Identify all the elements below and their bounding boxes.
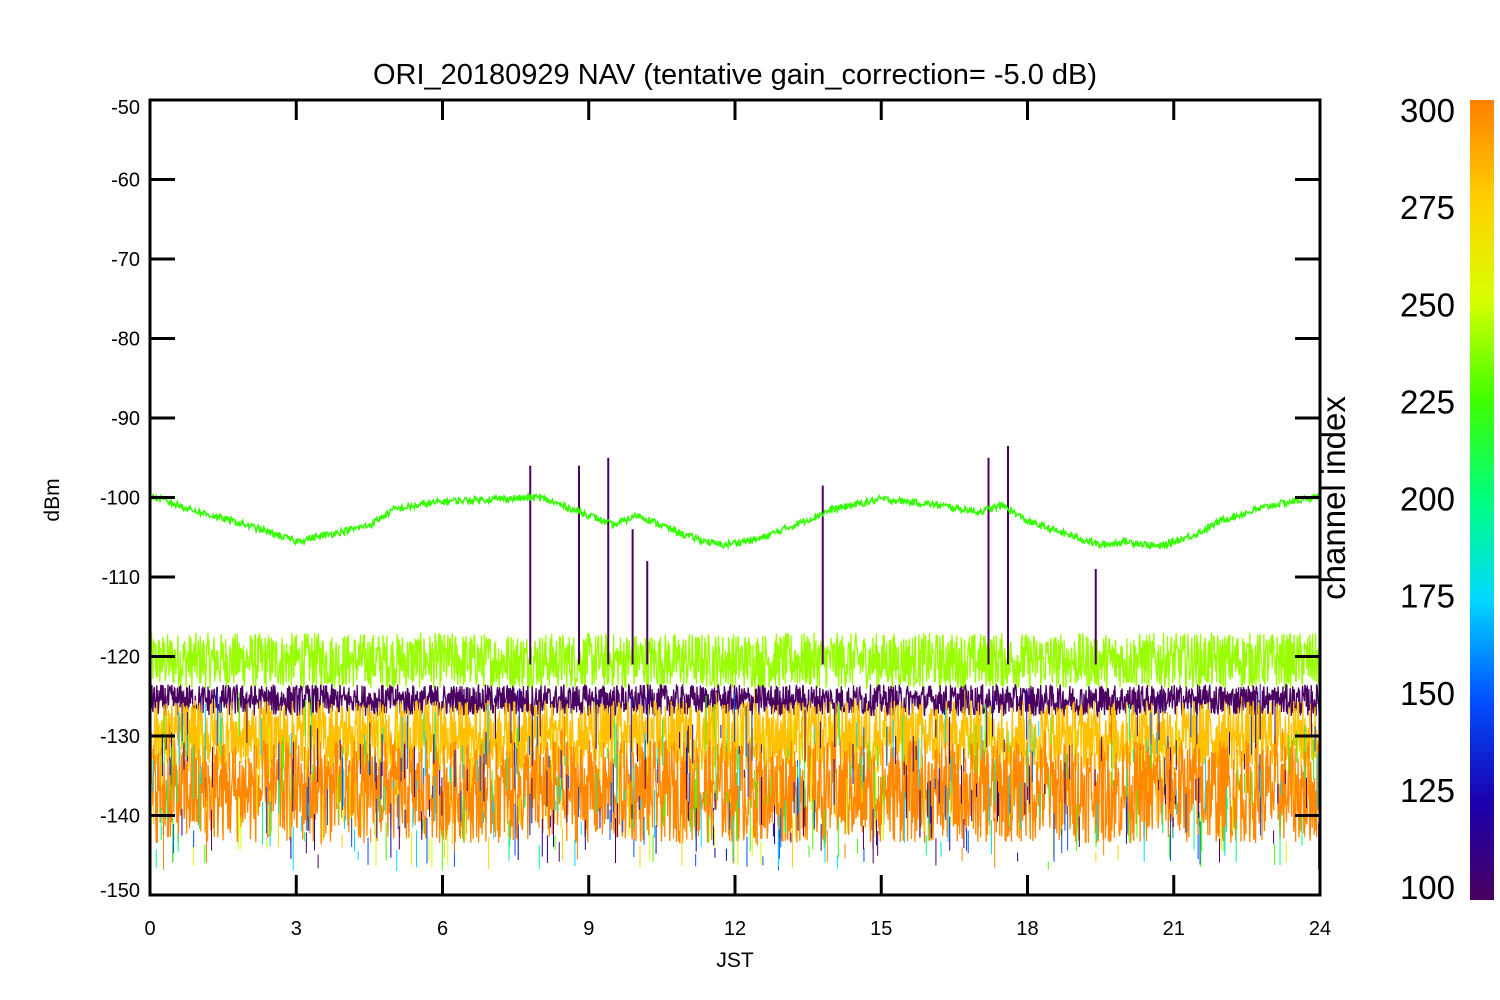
x-tick-label: 12: [724, 918, 746, 940]
x-axis-label: JST: [716, 949, 754, 972]
y-axis-label: dBm: [41, 478, 64, 521]
x-tick-label: 6: [437, 918, 448, 940]
y-tick-label: -70: [111, 249, 140, 271]
x-tick-label: 18: [1016, 918, 1038, 940]
colorbar-tick-label: 225: [1400, 383, 1455, 420]
colorbar-tick-label: 100: [1400, 869, 1455, 906]
y-tick-label: -140: [100, 806, 140, 828]
noise-band-series: [150, 632, 1320, 691]
colorbar-ticks: 300 275 250 225 200 175 150 125 100: [1400, 92, 1455, 906]
colorbar-tick-label: 300: [1400, 92, 1455, 129]
y-tick-label: -60: [111, 170, 140, 192]
x-tick-label: 3: [291, 918, 302, 940]
y-tick-label: -150: [100, 880, 140, 902]
colorbar-tick-label: 250: [1400, 286, 1455, 323]
colorbar-tick-label: 150: [1400, 675, 1455, 712]
y-tick-label: -130: [100, 726, 140, 748]
y-tick-label: -120: [100, 647, 140, 669]
colorbar-tick-label: 275: [1400, 189, 1455, 226]
x-tick-label: 0: [144, 918, 155, 940]
plot-area: [150, 445, 1320, 871]
y-tick-label: -110: [101, 567, 140, 589]
chart-title: ORI_20180929 NAV (tentative gain_correct…: [373, 59, 1097, 91]
y-tick-label: -90: [111, 408, 140, 430]
noise-band-series: [150, 739, 1320, 844]
x-tick-label: 21: [1163, 918, 1185, 940]
x-tick-label: 9: [583, 918, 594, 940]
x-tick-label: 24: [1309, 918, 1331, 940]
y-tick-label: -100: [100, 488, 140, 510]
y-tick-label: -80: [111, 329, 140, 351]
x-axis: 0 3 6 9 12 15 18 21 24: [144, 100, 1331, 940]
colorbar-tick-label: 125: [1400, 772, 1455, 809]
colorbar: [1470, 100, 1494, 900]
y-axis: -50 -60 -70 -80 -90 -100 -110 -120 -130 -140 -150: [100, 97, 1320, 902]
main-trace-line: [150, 491, 1320, 551]
colorbar-label: channel index: [1315, 396, 1352, 600]
x-tick-label: 15: [870, 918, 892, 940]
colorbar-tick-label: 200: [1400, 481, 1455, 518]
y-tick-label: -50: [111, 97, 140, 119]
colorbar-tick-label: 175: [1400, 578, 1455, 615]
